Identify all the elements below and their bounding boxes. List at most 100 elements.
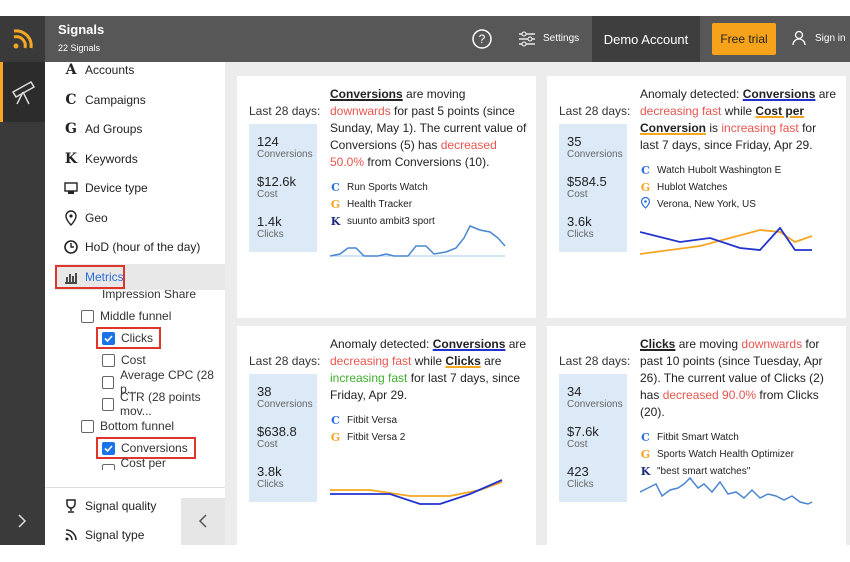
tree-label: Middle funnel xyxy=(100,309,172,323)
nav-item[interactable]: C Campaigns xyxy=(45,87,220,113)
stat: 35 Conversions xyxy=(567,134,623,160)
nav-icon xyxy=(61,527,81,543)
item-icon: C xyxy=(641,431,650,444)
nav-label: Metrics xyxy=(85,269,124,284)
message: Clicks are moving downwards for past 10 … xyxy=(640,336,838,421)
footer-label: Signal quality xyxy=(85,499,157,513)
message-block: Clicks are moving downwards for past 10 … xyxy=(640,336,838,480)
message-part: for last 7 days, since Friday, Apr 29. xyxy=(330,371,521,402)
message-part: increasing fast xyxy=(721,121,799,135)
nav-item[interactable]: Geo xyxy=(45,205,220,231)
tree-row[interactable]: CTR (28 points mov... xyxy=(102,390,225,418)
message-part: for last 7 days, since Friday, Apr 29. xyxy=(640,121,817,152)
checkbox[interactable] xyxy=(81,419,94,433)
signal-card[interactable]: Last 28 days: 35 Conversions $584.5 Cost 3.6k… xyxy=(547,76,846,318)
expand-icon[interactable] xyxy=(0,498,45,545)
stat: $638.8 Cost xyxy=(257,424,297,450)
item-icon: C xyxy=(641,164,650,177)
check xyxy=(104,334,113,342)
checkbox[interactable] xyxy=(102,441,115,455)
collapse-button[interactable] xyxy=(181,498,225,545)
nav-glyph xyxy=(65,209,77,226)
logo[interactable] xyxy=(0,16,45,62)
nav-item[interactable]: Metrics xyxy=(55,263,225,290)
signal-card[interactable]: Last 28 days: 124 Conversions $12.6k Cost 1.4… xyxy=(237,76,536,318)
item-text: Fitbit Versa xyxy=(347,415,398,426)
tree-row[interactable]: Bottom funnel xyxy=(81,416,174,436)
stat-label: Cost xyxy=(567,189,588,200)
tree-row[interactable]: Clicks xyxy=(96,327,161,349)
message-part: from Clicks (20). xyxy=(640,388,819,419)
item-row: K "best smart watches" xyxy=(640,463,838,480)
stat-label: Cost xyxy=(257,439,278,450)
item-icon: K xyxy=(640,465,651,478)
stat-value: $638.8 xyxy=(257,424,297,439)
settings-icon[interactable] xyxy=(518,30,536,48)
signal-card[interactable]: Last 28 days: 38 Conversions $638.8 Cost 3.8k… xyxy=(237,326,536,545)
stat-label: Conversions xyxy=(257,149,313,160)
message-part: Clicks xyxy=(445,354,481,368)
checkbox[interactable] xyxy=(102,375,115,389)
nav-icon xyxy=(61,498,81,514)
tree-label: Bottom funnel xyxy=(100,419,175,433)
stat-label: Clicks xyxy=(567,229,594,240)
item-row: Verona, New York, US xyxy=(640,196,838,213)
item-text: Watch Hubolt Washington E xyxy=(657,165,782,176)
message-part: Cost per Conversion xyxy=(640,104,805,135)
checkbox[interactable] xyxy=(102,353,115,367)
tree-row[interactable]: Middle funnel xyxy=(81,306,171,326)
items: C Fitbit Smart Watch G Sports Watch Health … xyxy=(640,429,838,480)
stats: 35 Conversions $584.5 Cost 3.6k Clicks xyxy=(559,124,627,252)
nav-icon xyxy=(61,209,81,226)
settings[interactable]: Settings xyxy=(543,33,580,44)
item-row: C Fitbit Versa xyxy=(330,412,528,429)
stats: 124 Conversions $12.6k Cost 1.4k Clicks xyxy=(249,124,317,252)
trial-button[interactable]: Free trial xyxy=(712,23,776,55)
sign-in[interactable]: Sign in xyxy=(815,33,846,44)
collapse-icon xyxy=(198,514,207,528)
stat-value: $12.6k xyxy=(257,174,297,189)
item-text: suunto ambit3 sport xyxy=(347,216,435,227)
tree-row[interactable]: Average CPC (28 p... xyxy=(102,368,225,396)
account[interactable]: Demo Account xyxy=(592,16,700,62)
nav-item[interactable]: G Ad Groups xyxy=(45,116,220,142)
tree-row[interactable]: Impression Share xyxy=(102,290,196,304)
checkbox[interactable] xyxy=(81,309,94,323)
pin-icon xyxy=(640,196,651,209)
stat-value: $584.5 xyxy=(567,174,607,189)
message-part: are xyxy=(815,87,837,101)
stat-value: 124 xyxy=(257,134,279,149)
tree-row[interactable]: Cost xyxy=(102,350,146,370)
tree-row[interactable]: Cost per Conversion xyxy=(102,456,225,470)
checkbox[interactable] xyxy=(102,463,115,470)
message: Conversions are moving downwards for pas… xyxy=(330,86,528,171)
checkbox[interactable] xyxy=(102,397,114,411)
nav-glyph xyxy=(64,240,78,254)
stat-label: Clicks xyxy=(257,229,284,240)
message-part: is xyxy=(706,121,722,135)
footer-item[interactable]: Signal type xyxy=(45,522,220,545)
nav-item[interactable]: A Accounts xyxy=(45,62,220,83)
message-part: for past 10 points (since Tuesday, Apr 2… xyxy=(640,337,824,402)
nav-item[interactable]: K Keywords xyxy=(45,146,220,172)
nav-icon: C xyxy=(65,91,77,108)
item-icon: G xyxy=(330,198,341,211)
message-part: Clicks xyxy=(640,337,676,351)
nav-label: Accounts xyxy=(85,63,135,77)
checkbox[interactable] xyxy=(102,331,115,345)
sparkline xyxy=(639,224,816,269)
nav-item[interactable]: Device type xyxy=(45,175,220,201)
rail-signals[interactable] xyxy=(0,62,45,122)
telescope-icon xyxy=(11,80,36,105)
tree-label: CTR (28 points mov... xyxy=(119,390,201,418)
signal-card[interactable]: Last 28 days: 34 Conversions $7.6k Cost 423 Cl… xyxy=(547,326,846,545)
nav-item[interactable]: HoD (hour of the day) xyxy=(45,234,220,260)
stat-value: 38 xyxy=(257,384,272,399)
footer-item[interactable]: Signal quality xyxy=(45,493,220,519)
sparkline xyxy=(330,474,506,519)
highlight-box xyxy=(96,327,161,349)
stat: $584.5 Cost xyxy=(567,174,607,200)
tree-label: Impression Share xyxy=(102,290,197,301)
tree-row[interactable]: Conversions xyxy=(96,437,196,459)
help-icon[interactable]: ? xyxy=(471,28,493,50)
